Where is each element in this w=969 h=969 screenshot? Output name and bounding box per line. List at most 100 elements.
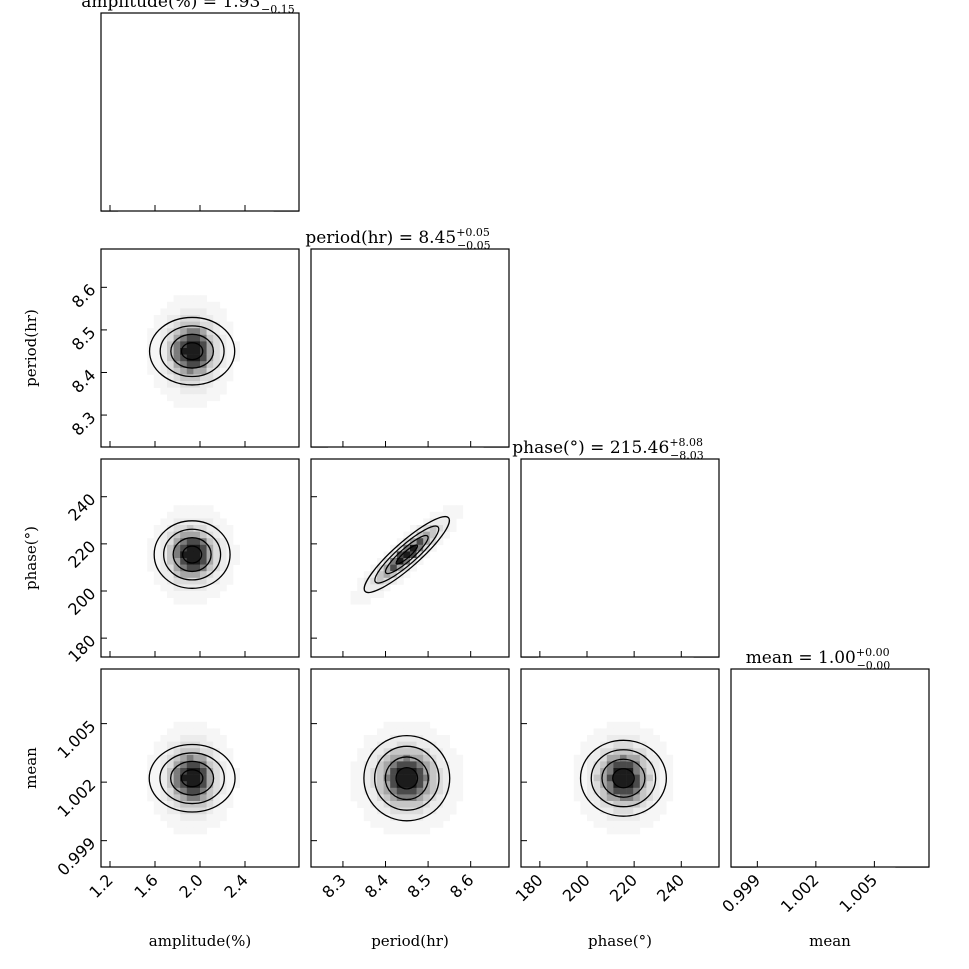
density-cell bbox=[370, 794, 378, 802]
density-cell bbox=[206, 511, 214, 519]
density-cell bbox=[429, 794, 437, 802]
density-cell bbox=[403, 748, 411, 756]
density-cell bbox=[396, 774, 404, 782]
density-cell bbox=[180, 505, 188, 513]
density-cell bbox=[200, 505, 207, 513]
density-cell bbox=[573, 768, 581, 775]
density-cell bbox=[587, 814, 594, 822]
density-cell bbox=[593, 801, 601, 808]
density-cell bbox=[193, 774, 201, 782]
density-cell bbox=[443, 814, 450, 822]
density-cell bbox=[226, 774, 234, 782]
density-cell bbox=[410, 774, 417, 782]
density-cell bbox=[213, 820, 221, 828]
density-cell bbox=[436, 794, 444, 802]
density-cell bbox=[357, 748, 365, 756]
density-cell bbox=[186, 400, 194, 408]
density-cell bbox=[160, 741, 168, 749]
density-cell bbox=[213, 768, 221, 775]
density-cell bbox=[383, 728, 391, 736]
density-cell bbox=[410, 827, 417, 835]
density-cell bbox=[233, 354, 240, 362]
density-cell bbox=[633, 774, 641, 782]
density-cell bbox=[639, 728, 647, 736]
density-cell bbox=[193, 814, 201, 822]
density-cell bbox=[606, 794, 614, 802]
density-cell bbox=[383, 741, 391, 749]
density-cell bbox=[646, 735, 654, 742]
density-cell bbox=[233, 558, 240, 565]
density-cell bbox=[167, 794, 174, 802]
density-cell bbox=[449, 768, 457, 775]
density-cell bbox=[180, 341, 188, 349]
density-cell bbox=[573, 787, 581, 795]
density-cell bbox=[429, 544, 437, 552]
density-cell bbox=[180, 820, 188, 828]
contour-2-sigma bbox=[363, 515, 451, 594]
density-cell bbox=[200, 525, 207, 532]
density-cell bbox=[449, 525, 457, 532]
density-cell bbox=[613, 814, 621, 822]
density-cell bbox=[383, 571, 391, 579]
panel-frame bbox=[310, 248, 510, 448]
density-cell bbox=[620, 754, 627, 762]
density-cell bbox=[226, 754, 234, 762]
density-cell bbox=[219, 334, 227, 342]
density-cell bbox=[160, 807, 168, 815]
density-cell bbox=[436, 741, 444, 749]
density-cell bbox=[180, 538, 188, 546]
density-cell bbox=[213, 334, 221, 342]
density-cell bbox=[186, 728, 194, 736]
density-cell bbox=[173, 584, 181, 592]
density-cell bbox=[600, 794, 608, 802]
density-cell bbox=[193, 794, 201, 802]
density-cell bbox=[160, 348, 168, 355]
density-cell bbox=[633, 768, 641, 775]
density-cell bbox=[436, 761, 444, 769]
density-cell bbox=[173, 551, 181, 559]
density-cell bbox=[186, 301, 194, 309]
density-cell bbox=[186, 348, 194, 355]
density-cell bbox=[167, 728, 174, 736]
density-cell bbox=[620, 814, 627, 822]
density-cell bbox=[377, 591, 384, 598]
density-cell bbox=[646, 781, 654, 789]
density-cell bbox=[633, 820, 641, 828]
contour-1.5-sigma bbox=[374, 525, 440, 584]
density-cell bbox=[186, 820, 194, 828]
density-cell bbox=[193, 328, 201, 336]
density-cell bbox=[377, 807, 384, 815]
density-cell bbox=[200, 531, 207, 539]
density-cell bbox=[160, 315, 168, 322]
density-cell bbox=[186, 774, 194, 782]
density-cell bbox=[646, 754, 654, 762]
density-cell bbox=[186, 571, 194, 579]
density-cell bbox=[580, 794, 588, 802]
density-cell bbox=[620, 827, 627, 835]
density-cell bbox=[639, 801, 647, 808]
density-cell bbox=[626, 774, 634, 782]
density-cell bbox=[167, 511, 174, 519]
density-cell bbox=[173, 374, 181, 382]
density-cell bbox=[219, 735, 227, 742]
density-cell bbox=[659, 781, 667, 789]
density-cell bbox=[416, 794, 424, 802]
density-cell bbox=[600, 801, 608, 808]
density-cell bbox=[206, 367, 214, 375]
density-cell bbox=[403, 768, 411, 775]
density-cell bbox=[213, 584, 221, 592]
density-cell bbox=[200, 544, 207, 552]
density-cell bbox=[160, 577, 168, 585]
density-cell bbox=[639, 735, 647, 742]
density-cell bbox=[436, 511, 444, 519]
density-cell bbox=[219, 807, 227, 815]
x-tick-label-phase: 240 bbox=[653, 870, 688, 905]
density-cell bbox=[213, 741, 221, 749]
density-cell bbox=[180, 321, 188, 329]
density-cell bbox=[613, 735, 621, 742]
density-cell bbox=[167, 361, 174, 369]
density-cell bbox=[173, 774, 181, 782]
density-cell bbox=[173, 564, 181, 572]
density-cell bbox=[363, 814, 371, 822]
